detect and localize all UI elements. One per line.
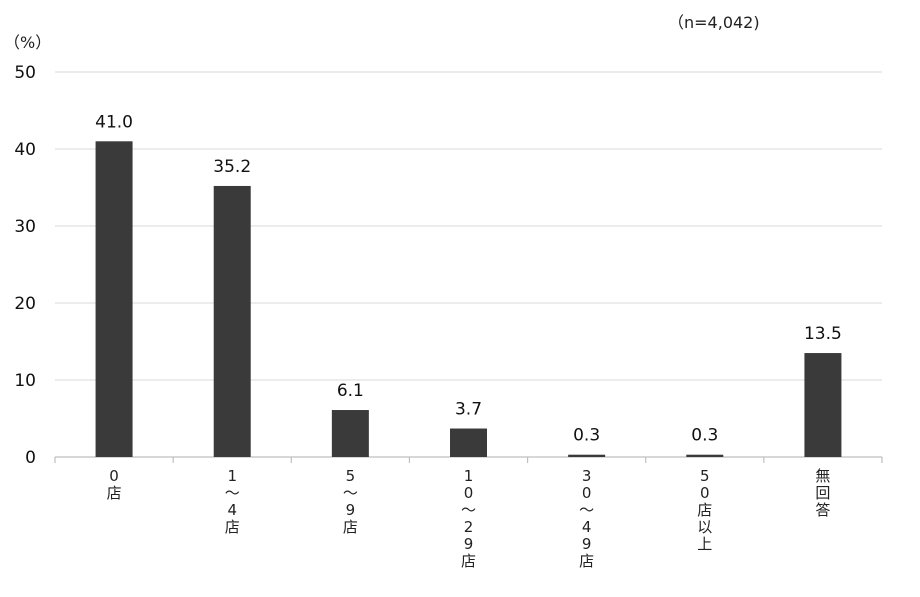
bar [95, 141, 133, 458]
y-unit-label: （%） [4, 33, 51, 52]
category-label-char: 店 [225, 518, 240, 536]
bar [568, 454, 606, 457]
category-label-char: 無 [815, 467, 830, 485]
category-label-char: ～ [343, 484, 358, 502]
grid-lines [55, 71, 882, 381]
bars [95, 141, 842, 458]
y-tick-label: 40 [14, 140, 36, 160]
category-label-char: 0 [582, 484, 592, 502]
category-label-char: 店 [107, 484, 122, 502]
category-label-char: ～ [461, 501, 476, 519]
category-label-char: 9 [582, 535, 592, 553]
category-label-char: 9 [346, 501, 356, 519]
y-tick-label: 50 [14, 63, 36, 83]
category-label: 1 ～ 4 店 [225, 467, 240, 536]
category-label-char: 店 [579, 552, 594, 570]
category-label-char: 答 [815, 501, 830, 519]
data-label: 6.1 [337, 381, 364, 401]
y-tick-label: 10 [14, 371, 36, 391]
category-label-char: 0 [109, 467, 119, 485]
y-tick-label: 0 [25, 448, 36, 468]
category-label-char: 9 [464, 535, 474, 553]
category-label-char: 店 [343, 518, 358, 536]
category-label-char: 回 [815, 484, 830, 502]
category-label-char: 4 [582, 518, 592, 536]
data-labels: 41.0 35.2 6.1 3.7 0.3 0.3 13.5 [95, 112, 842, 445]
category-label-char: 0 [464, 484, 474, 502]
y-tick-label: 20 [14, 294, 36, 314]
data-label: 0.3 [573, 426, 600, 446]
category-label: 1 0 ～ 2 9 店 [461, 467, 476, 570]
category-label-char: 0 [700, 484, 710, 502]
y-tick-label: 30 [14, 217, 36, 237]
category-label-char: 3 [582, 467, 592, 485]
bar [686, 454, 724, 457]
data-label: 3.7 [455, 400, 482, 420]
data-label: 41.0 [95, 112, 133, 132]
category-label-char: 2 [464, 518, 474, 536]
bar [213, 185, 251, 457]
category-label-char: ～ [225, 484, 240, 502]
category-label-char: 店 [697, 501, 712, 519]
category-label: 5 0 店以上 [697, 467, 712, 553]
category-label: 5 ～ 9 店 [343, 467, 358, 536]
category-label-char: 以 [697, 518, 712, 536]
category-label: 無回答 [815, 467, 830, 519]
data-label: 0.3 [691, 426, 718, 446]
category-label-char: 店 [461, 552, 476, 570]
category-label-char: 1 [464, 467, 474, 485]
bar [804, 353, 842, 457]
sample-size-note: （n=4,042) [668, 13, 760, 32]
category-label-char: 上 [697, 535, 712, 553]
category-label: 3 0 ～ 4 9 店 [579, 467, 594, 570]
data-label: 35.2 [213, 157, 251, 177]
category-label-char: 4 [227, 501, 237, 519]
bar [331, 410, 369, 457]
data-label: 13.5 [804, 324, 842, 344]
category-label-char: ～ [579, 501, 594, 519]
category-label-char: 1 [227, 467, 237, 485]
category-label-char: 5 [700, 467, 710, 485]
category-label-char: 5 [346, 467, 356, 485]
axes: 0 10 20 30 40 50 [14, 63, 883, 468]
bar [450, 428, 487, 457]
